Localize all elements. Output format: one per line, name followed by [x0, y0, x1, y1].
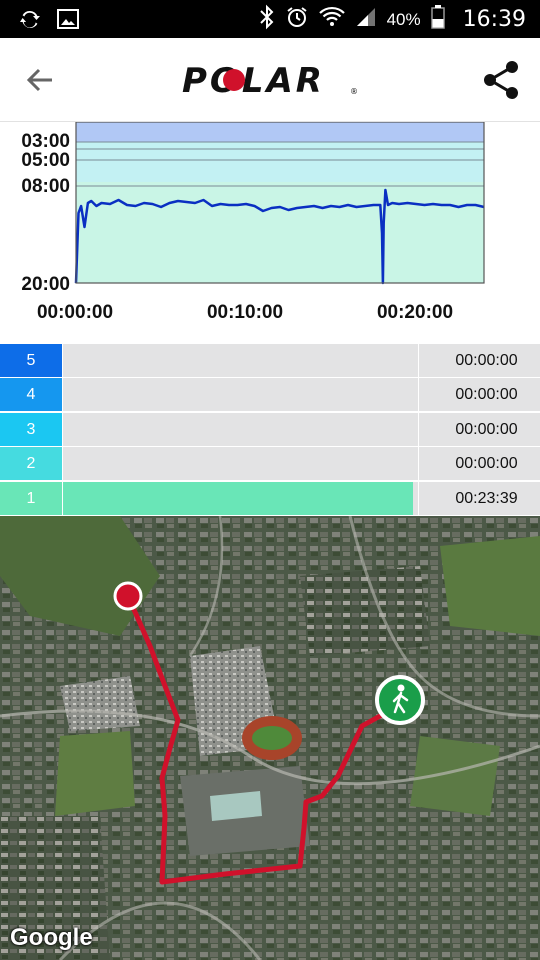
zone-row-4: 4 00:00:00: [0, 378, 540, 411]
route-path: [125, 593, 403, 885]
zone-time: 00:00:00: [419, 447, 540, 480]
plot-frame: [75, 122, 485, 284]
y-tick-label: 20:00: [21, 274, 70, 295]
zone-time: 00:23:39: [419, 482, 540, 515]
end-marker[interactable]: [113, 581, 143, 611]
satellite-map[interactable]: [0, 516, 540, 960]
zone-label: 4: [0, 378, 62, 411]
zone-label: 2: [0, 447, 62, 480]
clock: 16:39: [462, 7, 526, 32]
start-marker[interactable]: [375, 675, 425, 725]
zone-bar-fill: [63, 482, 413, 515]
heart-rate-chart: 03:00 05:00 08:00 20:00 00:00:00 00:10:0…: [0, 122, 540, 344]
zone-label: 1: [0, 482, 62, 515]
polar-logo: POLAR ®: [182, 61, 362, 103]
zone-label: 3: [0, 413, 62, 446]
zone-time: 00:00:00: [419, 344, 540, 377]
status-bar: 40% 16:39: [0, 0, 540, 38]
zone-bar-track: [63, 482, 418, 515]
alarm-icon: [285, 5, 309, 34]
zone-band-low: [76, 182, 484, 283]
walking-person-icon: [392, 684, 409, 714]
x-tick-label: 00:20:00: [377, 302, 453, 323]
zone-row-3: 3 00:00:00: [0, 413, 540, 446]
y-tick-label: 08:00: [21, 176, 70, 197]
zone-row-2: 2 00:00:00: [0, 447, 540, 480]
share-icon: [484, 61, 518, 99]
zone-time: 00:00:00: [419, 413, 540, 446]
x-tick-label: 00:00:00: [37, 302, 113, 323]
share-button[interactable]: [480, 58, 524, 102]
image-icon: [56, 7, 80, 36]
zone-bar-track: [63, 413, 418, 446]
chart-svg: 03:00 05:00 08:00 20:00 00:00:00 00:10:0…: [21, 122, 485, 323]
app-bar: POLAR ®: [0, 38, 540, 122]
zone-band-top: [76, 122, 484, 142]
sync-icon: [18, 7, 42, 36]
arrow-left-icon: [26, 68, 52, 92]
zone-label: 5: [0, 344, 62, 377]
route-map[interactable]: Google: [0, 516, 540, 960]
signal-icon: [355, 6, 377, 33]
svg-text:®: ®: [350, 87, 358, 96]
zone-row-5: 5 00:00:00: [0, 344, 540, 377]
bluetooth-icon: [259, 4, 275, 35]
battery-icon: [430, 5, 445, 34]
zone-band-mid: [76, 142, 484, 182]
google-attribution[interactable]: Google: [10, 924, 93, 951]
heart-rate-line: [74, 188, 485, 285]
y-tick-label: 05:00: [21, 150, 70, 171]
zone-bar-track: [63, 344, 418, 377]
wifi-icon: [318, 6, 345, 33]
heart-rate-zones: 5 00:00:00 4 00:00:00 3 00:00:00 2 00:00…: [0, 344, 540, 516]
brand-text: POLAR: [182, 62, 325, 98]
zone-bar-track: [63, 378, 418, 411]
x-tick-label: 00:10:00: [207, 302, 283, 323]
zone-row-1: 1 00:23:39: [0, 482, 540, 515]
battery-percent: 40%: [386, 9, 421, 29]
y-tick-label: 03:00: [21, 131, 70, 152]
back-button[interactable]: [22, 62, 62, 98]
zone-bar-track: [63, 447, 418, 480]
zone-time: 00:00:00: [419, 378, 540, 411]
